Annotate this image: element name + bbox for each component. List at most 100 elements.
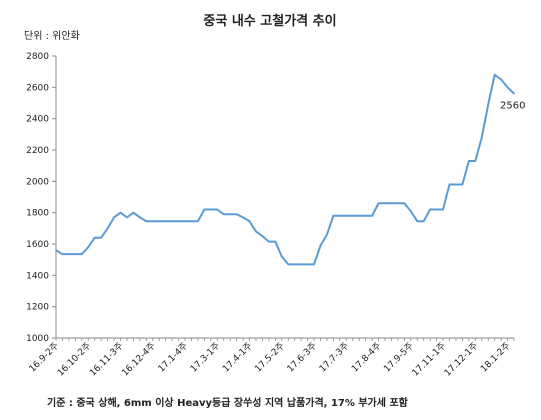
x-tick-label: 16.12-4주 xyxy=(120,340,158,378)
data-point xyxy=(87,246,90,249)
footnote: 기준 : 중국 상해, 6mm 이상 Heavy등급 장쑤성 지역 납품가격, … xyxy=(47,396,409,409)
data-point xyxy=(203,208,206,211)
data-point xyxy=(222,213,225,216)
series-layer: 2560 xyxy=(55,73,525,266)
data-point xyxy=(474,160,477,162)
data-point xyxy=(293,263,296,266)
x-tick-label: 17.8-4주 xyxy=(350,340,384,374)
data-point xyxy=(409,210,412,213)
x-tick-label: 17.4-1주 xyxy=(220,340,254,374)
data-point xyxy=(493,73,496,76)
data-point xyxy=(332,214,335,217)
data-point xyxy=(151,220,154,223)
data-point xyxy=(184,220,186,223)
data-point xyxy=(209,208,212,211)
chart-title: 중국 내수 고철가격 추이 xyxy=(203,13,336,29)
y-tick-label: 1200 xyxy=(26,303,49,313)
unit-label: 단위 : 위안화 xyxy=(24,29,80,42)
data-point xyxy=(177,220,180,223)
y-tick-label: 2800 xyxy=(26,52,49,62)
x-tick-label: 17.9-5주 xyxy=(382,340,416,374)
x-tick-label: 18.1-2주 xyxy=(479,340,513,374)
data-point xyxy=(326,233,328,236)
data-point xyxy=(480,136,483,139)
y-tick-label: 2200 xyxy=(26,146,49,156)
x-tick-label: 17.12-1주 xyxy=(442,340,480,378)
x-tick-label: 17.1-4주 xyxy=(156,340,190,374)
x-tick-label: 16.10-2주 xyxy=(55,340,93,378)
data-point xyxy=(371,214,373,217)
data-point xyxy=(261,235,264,238)
data-point xyxy=(338,214,341,217)
data-point xyxy=(235,213,238,216)
data-point xyxy=(190,220,193,223)
data-point xyxy=(384,202,386,205)
data-point xyxy=(319,244,322,247)
data-point xyxy=(126,216,128,219)
x-tick-label: 16.9-2주 xyxy=(27,340,61,374)
x-tick-label: 17.5-2주 xyxy=(253,340,287,374)
data-point xyxy=(93,236,96,239)
data-point xyxy=(416,220,419,223)
data-point xyxy=(487,103,490,106)
data-point xyxy=(448,183,451,186)
data-point xyxy=(313,263,315,266)
y-tick-label: 1000 xyxy=(26,334,49,344)
data-point xyxy=(442,208,444,211)
x-tick-label: 17.3-1주 xyxy=(188,340,222,374)
data-point xyxy=(306,263,309,266)
data-point xyxy=(68,253,70,256)
data-point xyxy=(216,208,219,211)
data-point xyxy=(513,92,515,95)
data-point xyxy=(74,253,77,256)
x-tick-label: 17.6-3주 xyxy=(285,340,319,374)
data-point xyxy=(403,202,406,205)
x-axis: 16.9-2주16.10-2주16.11-3주16.12-4주17.1-4주17… xyxy=(27,337,515,379)
data-point xyxy=(358,214,361,217)
data-point xyxy=(390,202,393,205)
end-data-label: 2560 xyxy=(500,101,525,112)
data-point xyxy=(80,253,83,256)
data-point xyxy=(300,263,303,266)
data-point xyxy=(422,220,425,223)
data-point xyxy=(345,214,348,217)
data-point xyxy=(267,240,270,243)
data-point xyxy=(255,230,257,233)
x-tick-label: 17.11-1주 xyxy=(410,340,448,378)
data-point xyxy=(145,220,148,223)
x-tick-label: 17.7-3주 xyxy=(317,340,351,374)
data-point xyxy=(229,213,232,216)
y-tick-label: 2600 xyxy=(26,83,49,93)
data-point xyxy=(377,202,380,205)
data-point xyxy=(197,220,199,223)
data-point xyxy=(396,202,399,205)
data-point xyxy=(364,214,367,217)
data-point xyxy=(461,183,464,186)
data-point xyxy=(274,240,277,243)
x-tick-label: 16.11-3주 xyxy=(87,340,125,378)
data-point xyxy=(132,211,135,214)
data-point xyxy=(429,208,432,211)
data-point xyxy=(351,214,354,217)
y-tick-label: 1400 xyxy=(26,271,49,281)
y-tick-label: 2400 xyxy=(26,115,49,125)
data-point xyxy=(61,253,64,256)
data-point xyxy=(455,183,457,186)
data-point xyxy=(467,160,470,162)
data-point xyxy=(138,216,141,219)
data-point xyxy=(500,78,502,81)
data-point xyxy=(100,236,103,239)
data-point xyxy=(113,216,115,219)
data-point xyxy=(164,220,167,223)
data-point xyxy=(106,227,109,230)
y-tick-label: 2000 xyxy=(26,177,49,187)
series-line xyxy=(55,73,515,266)
data-point xyxy=(506,86,509,89)
data-point xyxy=(242,216,244,219)
data-point xyxy=(119,211,122,214)
data-point xyxy=(55,249,57,252)
y-tick-label: 1800 xyxy=(26,209,49,219)
data-point xyxy=(248,220,251,223)
data-point xyxy=(280,255,283,258)
